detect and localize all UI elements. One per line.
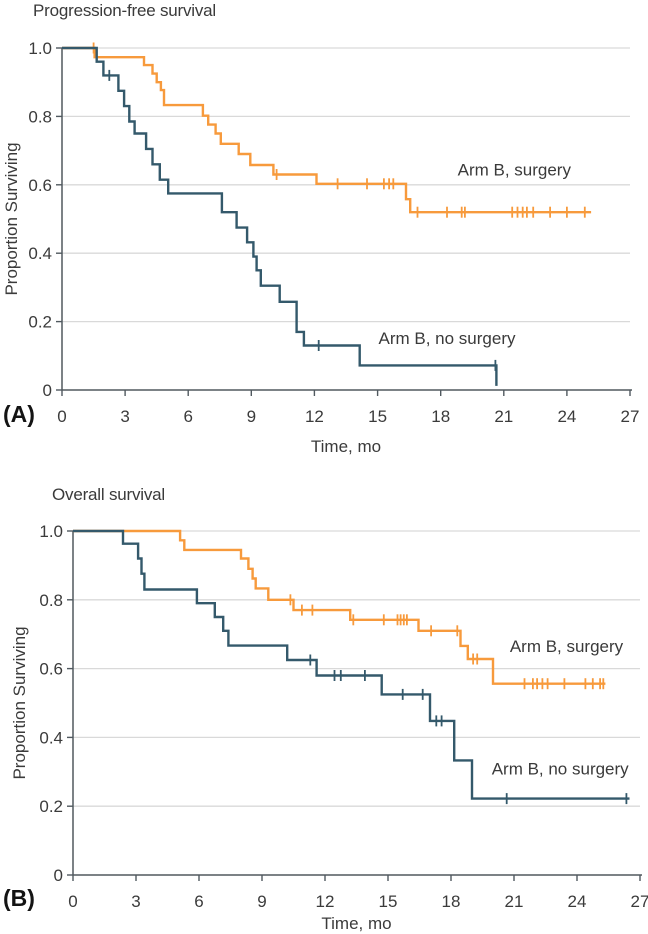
y-tick-label: 0.8 bbox=[28, 107, 52, 126]
panel-b: Overall survival 0 0.2 0.4 0.6 0.8 1.0 0 3 6 9 12 1… bbox=[0, 467, 648, 934]
panel-a: Progression-free survival 0 0.2 0.4 0.6 0.8 1… bbox=[2, 1, 640, 456]
y-tick-label: 0.6 bbox=[28, 176, 52, 195]
x-tick-label: 21 bbox=[505, 892, 524, 911]
x-tick-label: 9 bbox=[247, 407, 256, 426]
x-tick-label: 12 bbox=[305, 407, 324, 426]
x-tick-label: 18 bbox=[442, 892, 461, 911]
x-tick-label: 24 bbox=[568, 892, 587, 911]
panel-a-title: Progression-free survival bbox=[33, 1, 217, 20]
panel-b-title: Overall survival bbox=[52, 485, 165, 504]
y-tick-label: 0.2 bbox=[28, 313, 52, 332]
x-tick-label: 6 bbox=[194, 892, 203, 911]
x-tick-label: 0 bbox=[57, 407, 66, 426]
y-tick-label: 0.8 bbox=[39, 591, 63, 610]
y-tick-label: 0.6 bbox=[39, 660, 63, 679]
curve-label-arm-b-no-surgery: Arm B, no surgery bbox=[379, 329, 516, 348]
y-axis-label: Proportion Surviving bbox=[10, 626, 29, 779]
x-tick-label: 18 bbox=[431, 407, 450, 426]
x-tick-label: 3 bbox=[120, 407, 129, 426]
panel-a-marker: (A) bbox=[3, 401, 35, 427]
y-tick-label: 0.2 bbox=[39, 797, 63, 816]
x-tick-label: 9 bbox=[257, 892, 266, 911]
km-chart-overall-survival: 0 0.2 0.4 0.6 0.8 1.0 0 3 6 9 12 15 18 21 24 27 Time, mo… bbox=[10, 522, 648, 933]
curve-label-arm-b-surgery: Arm B, surgery bbox=[458, 161, 572, 180]
x-axis-label: Time, mo bbox=[311, 437, 381, 456]
y-tick-label: 1.0 bbox=[39, 522, 63, 541]
x-tick-label: 0 bbox=[68, 892, 77, 911]
panel-b-marker: (B) bbox=[3, 885, 35, 911]
x-tick-label: 3 bbox=[131, 892, 140, 911]
y-tick-label: 0 bbox=[43, 381, 52, 400]
x-tick-label: 12 bbox=[316, 892, 335, 911]
km-curve-arm-b-surgery bbox=[73, 529, 606, 685]
y-tick-label: 1.0 bbox=[28, 39, 52, 58]
curve-label-arm-b-surgery: Arm B, surgery bbox=[510, 637, 624, 656]
km-chart-progression-free-survival: 0 0.2 0.4 0.6 0.8 1.0 0 3 6 9 12 15 18 21 24 27 Time, mo… bbox=[2, 39, 640, 456]
km-curve-arm-b-surgery bbox=[62, 46, 592, 214]
km-curve-arm-b-no-surgery bbox=[62, 46, 498, 386]
y-tick-label: 0.4 bbox=[39, 728, 63, 747]
x-tick-label: 15 bbox=[368, 407, 387, 426]
x-tick-label: 6 bbox=[183, 407, 192, 426]
x-tick-label: 27 bbox=[621, 407, 640, 426]
x-tick-label: 24 bbox=[557, 407, 576, 426]
curve-label-arm-b-no-surgery: Arm B, no surgery bbox=[492, 760, 629, 779]
km-curve-arm-b-no-surgery bbox=[73, 529, 630, 800]
y-tick-label: 0 bbox=[54, 866, 63, 885]
x-tick-label: 21 bbox=[494, 407, 513, 426]
x-tick-label: 15 bbox=[379, 892, 398, 911]
y-tick-label: 0.4 bbox=[28, 244, 52, 263]
y-axis-label: Proportion Surviving bbox=[2, 142, 21, 295]
x-axis-label: Time, mo bbox=[321, 914, 391, 933]
x-tick-label: 27 bbox=[631, 892, 648, 911]
